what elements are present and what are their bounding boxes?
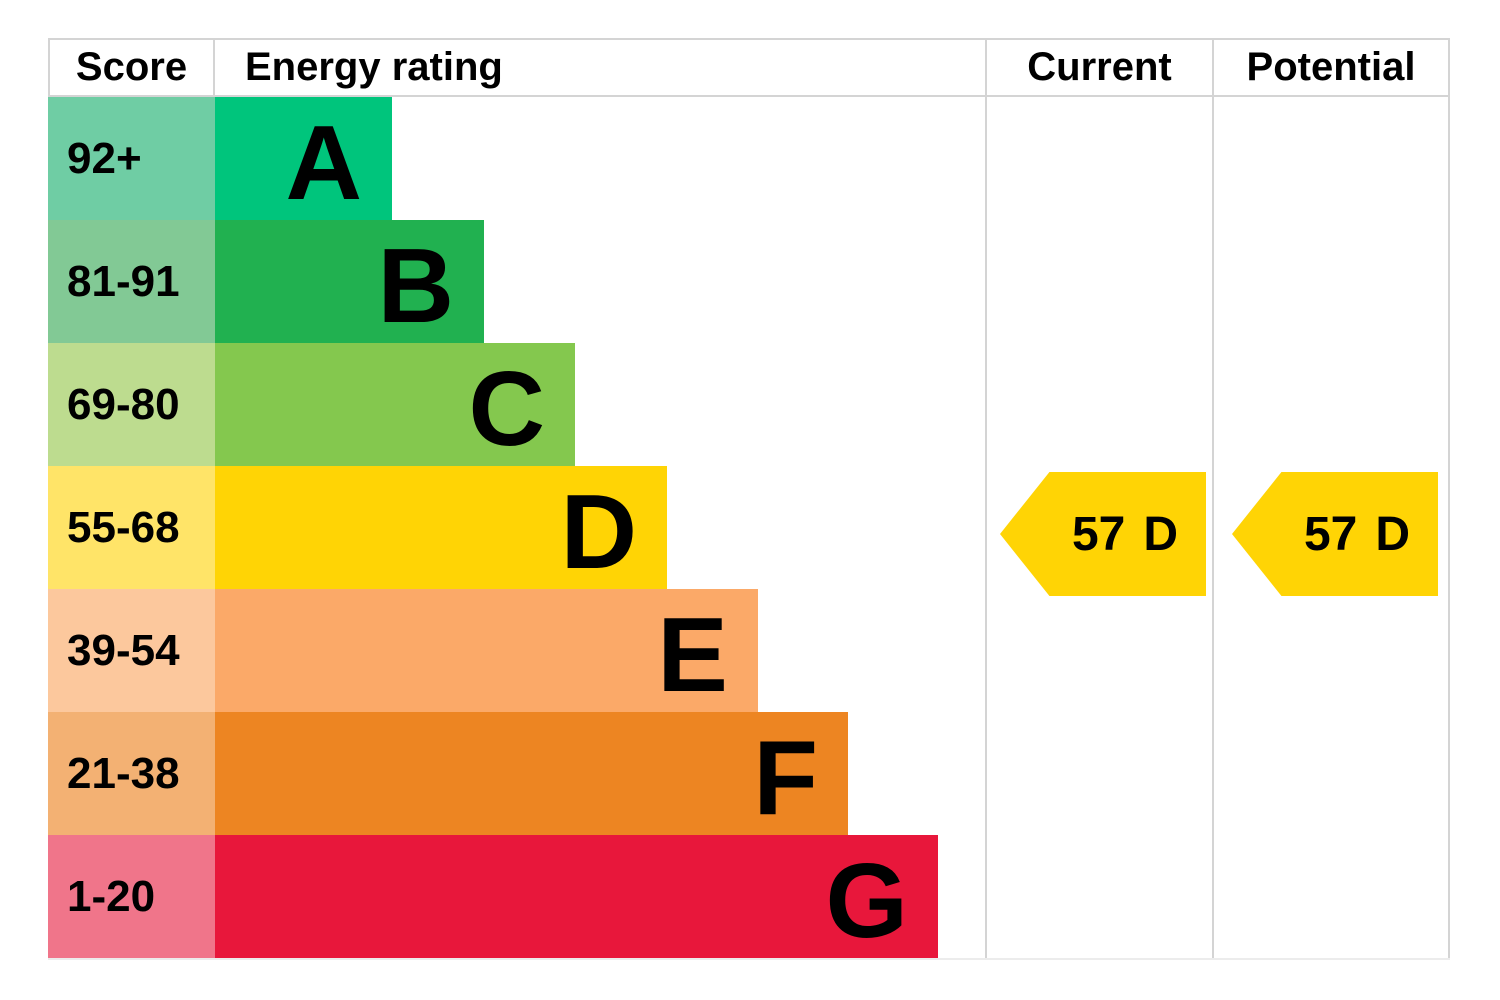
potential-cell bbox=[1212, 343, 1450, 466]
band-row-b: 81-91 B bbox=[48, 220, 1450, 343]
header-score: Score bbox=[48, 40, 215, 95]
rating-bar-f: F bbox=[215, 712, 848, 835]
band-rows: 92+ A 81-91 B 69-80 C bbox=[48, 97, 1450, 958]
band-row-f: 21-38 F bbox=[48, 712, 1450, 835]
score-range: 81-91 bbox=[48, 220, 215, 343]
potential-cell bbox=[1212, 835, 1450, 958]
rating-bar-e: E bbox=[215, 589, 758, 712]
band-row-c: 69-80 C bbox=[48, 343, 1450, 466]
current-cell bbox=[985, 835, 1212, 958]
current-cell bbox=[985, 343, 1212, 466]
band-row-g: 1-20 G bbox=[48, 835, 1450, 958]
potential-cell bbox=[1212, 712, 1450, 835]
bar-area: A bbox=[215, 97, 985, 220]
band-letter: C bbox=[468, 349, 545, 468]
epc-table: Score Energy rating Current Potential 92… bbox=[48, 38, 1450, 960]
rating-bar-c: C bbox=[215, 343, 575, 466]
bar-area: G bbox=[215, 835, 985, 958]
score-range: 55-68 bbox=[48, 466, 215, 589]
bar-area: B bbox=[215, 220, 985, 343]
potential-rating-value: 57 bbox=[1303, 507, 1358, 561]
current-cell bbox=[985, 712, 1212, 835]
header-energy-rating: Energy rating bbox=[245, 45, 503, 89]
score-range: 92+ bbox=[48, 97, 215, 220]
current-cell bbox=[985, 97, 1212, 220]
potential-cell bbox=[1212, 589, 1450, 712]
score-range: 69-80 bbox=[48, 343, 215, 466]
band-letter: E bbox=[657, 595, 728, 714]
potential-rating-band: D bbox=[1375, 507, 1411, 561]
band-row-a: 92+ A bbox=[48, 97, 1450, 220]
score-range: 21-38 bbox=[48, 712, 215, 835]
score-range: 39-54 bbox=[48, 589, 215, 712]
current-cell bbox=[985, 220, 1212, 343]
current-cell bbox=[985, 589, 1212, 712]
bar-area: F bbox=[215, 712, 985, 835]
table-header: Score Energy rating Current Potential bbox=[48, 38, 1450, 97]
rating-bar-d: D bbox=[215, 466, 667, 589]
band-row-e: 39-54 E bbox=[48, 589, 1450, 712]
band-letter: D bbox=[560, 472, 637, 591]
current-rating-arrow: 57 D bbox=[1000, 472, 1206, 596]
score-range: 1-20 bbox=[48, 835, 215, 958]
header-current: Current bbox=[985, 40, 1212, 95]
current-rating-band: D bbox=[1143, 507, 1179, 561]
bar-area: C bbox=[215, 343, 985, 466]
bar-area: E bbox=[215, 589, 985, 712]
band-letter: B bbox=[377, 226, 454, 345]
header-potential: Potential bbox=[1212, 40, 1450, 95]
band-letter: G bbox=[825, 841, 908, 960]
band-letter: A bbox=[285, 103, 362, 222]
potential-cell bbox=[1212, 97, 1450, 220]
rating-bar-a: A bbox=[215, 97, 392, 220]
bar-area: D bbox=[215, 466, 985, 589]
potential-cell bbox=[1212, 220, 1450, 343]
potential-rating-arrow: 57 D bbox=[1232, 472, 1438, 596]
rating-bar-g: G bbox=[215, 835, 938, 958]
current-rating-value: 57 bbox=[1071, 507, 1126, 561]
band-letter: F bbox=[753, 718, 818, 837]
rating-bar-b: B bbox=[215, 220, 484, 343]
